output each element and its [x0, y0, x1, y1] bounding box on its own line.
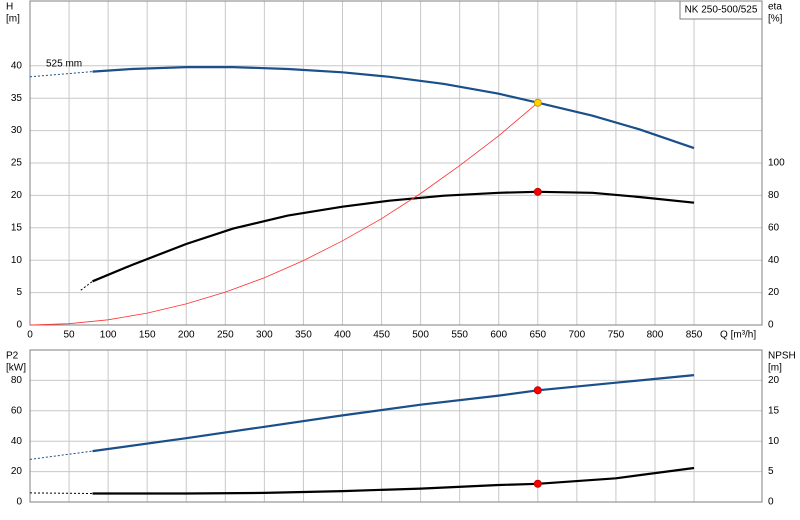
y-tick-label: 30 [11, 125, 23, 136]
y-tick-label: 0 [16, 497, 22, 508]
curve [92, 466, 695, 495]
x-tick-label: 0 [27, 330, 33, 341]
y2-tick-label: 80 [768, 190, 780, 201]
y2-tick-label: 5 [768, 466, 774, 477]
x-tick-label: 350 [295, 330, 312, 341]
y2-axis-label: NPSH [768, 351, 796, 362]
y2-axis-label: [m] [768, 363, 782, 374]
y-axis-label: P2 [6, 351, 19, 362]
y2-tick-label: 20 [768, 287, 780, 298]
y-tick-label: 40 [11, 436, 23, 447]
y-tick-label: 60 [11, 405, 23, 416]
x-tick-label: 850 [686, 330, 703, 341]
y2-tick-label: 10 [768, 436, 780, 447]
plot-frame [29, 0, 763, 326]
curve [80, 280, 93, 291]
curve [92, 66, 695, 150]
duty-point [533, 479, 542, 488]
x-tick-label: 800 [647, 330, 664, 341]
annotation: 525 mm [46, 58, 82, 69]
y-tick-label: 15 [11, 222, 23, 233]
x-tick-label: 750 [608, 330, 625, 341]
curve [92, 374, 695, 453]
curve [92, 190, 695, 283]
y2-axis-label: [%] [768, 14, 783, 25]
x-tick-label: 500 [412, 330, 429, 341]
y-axis-label: [m] [6, 14, 20, 25]
chart-title: NK 250-500/525 [685, 5, 758, 16]
y-tick-label: 5 [16, 287, 22, 298]
curve [29, 71, 93, 78]
x-tick-label: 450 [373, 330, 390, 341]
duty-point [533, 386, 542, 395]
x-tick-label: 50 [63, 330, 75, 341]
curve [29, 102, 539, 326]
y2-tick-label: 100 [768, 158, 785, 169]
y2-tick-label: 0 [768, 320, 774, 331]
y-tick-label: 10 [11, 255, 23, 266]
duty-point [533, 98, 542, 107]
title-box [679, 0, 763, 20]
y-axis-label: H [6, 2, 13, 13]
x-tick-label: 650 [529, 330, 546, 341]
y-tick-label: 20 [11, 190, 23, 201]
x-tick-label: 600 [490, 330, 507, 341]
x-tick-label: 400 [334, 330, 351, 341]
y2-tick-label: 15 [768, 405, 780, 416]
y-tick-label: 35 [11, 93, 23, 104]
x-tick-label: 100 [100, 330, 117, 341]
x-tick-label: 250 [217, 330, 234, 341]
y-axis-label: [kW] [6, 363, 26, 374]
y2-tick-label: 40 [768, 255, 780, 266]
y-tick-label: 0 [16, 320, 22, 331]
x-tick-label: 200 [178, 330, 195, 341]
y-tick-label: 20 [11, 466, 23, 477]
curve [29, 450, 93, 460]
plot-frame [29, 349, 763, 503]
y2-tick-label: 60 [768, 222, 780, 233]
y-tick-label: 40 [11, 60, 23, 71]
x-tick-label: 700 [569, 330, 586, 341]
y2-axis-label: eta [768, 2, 782, 13]
x-tick-label: 150 [139, 330, 156, 341]
y2-tick-label: 20 [768, 375, 780, 386]
y-tick-label: 80 [11, 375, 23, 386]
x-tick-label: 550 [451, 330, 468, 341]
x-axis-label: Q [m³/h] [720, 330, 756, 341]
x-tick-label: 300 [256, 330, 273, 341]
duty-point [533, 187, 542, 196]
curve [29, 492, 93, 494]
y2-tick-label: 0 [768, 497, 774, 508]
y-tick-label: 25 [11, 158, 23, 169]
